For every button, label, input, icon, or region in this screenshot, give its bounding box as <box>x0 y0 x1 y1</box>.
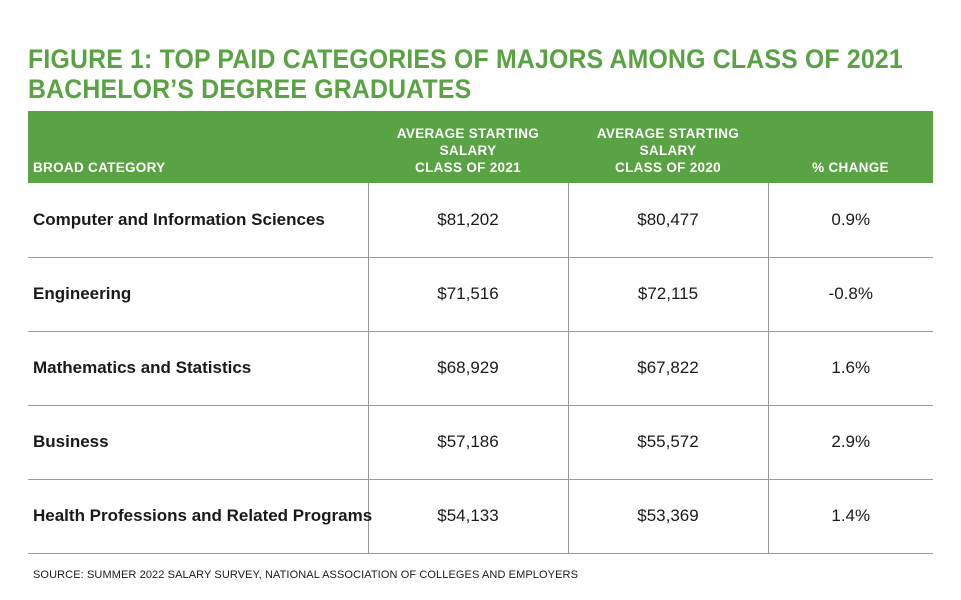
change-cell: -0.8% <box>767 257 933 332</box>
table-body: Computer and Information Sciences $81,20… <box>28 183 933 554</box>
header-line: SALARY <box>639 143 697 158</box>
salary-table: BROAD CATEGORY AVERAGE STARTING SALARY C… <box>28 111 933 554</box>
salary-2021-cell: $57,186 <box>367 405 568 480</box>
category-cell: Mathematics and Statistics <box>28 331 368 406</box>
category-cell: Computer and Information Sciences <box>28 183 368 258</box>
table-row: Computer and Information Sciences $81,20… <box>28 183 933 258</box>
salary-2021-cell: $71,516 <box>367 257 568 332</box>
header-line: AVERAGE STARTING <box>396 126 540 141</box>
header-line: AVERAGE STARTING <box>596 126 740 141</box>
header-line: SALARY <box>439 143 497 158</box>
header-percent-change: % CHANGE <box>768 111 933 183</box>
header-salary-2021: AVERAGE STARTING SALARY CLASS OF 2021 <box>368 111 568 183</box>
salary-2020-cell: $80,477 <box>567 183 768 258</box>
change-cell: 1.6% <box>767 331 933 406</box>
table-row: Mathematics and Statistics $68,929 $67,8… <box>28 331 933 406</box>
title-line-2: BACHELOR’S DEGREE GRADUATES <box>28 74 472 104</box>
header-salary-2020: AVERAGE STARTING SALARY CLASS OF 2020 <box>568 111 768 183</box>
salary-2021-cell: $68,929 <box>367 331 568 406</box>
table-row: Health Professions and Related Programs … <box>28 479 933 554</box>
category-cell: Health Professions and Related Programs <box>28 479 372 554</box>
category-cell: Business <box>28 405 368 480</box>
change-cell: 0.9% <box>767 183 933 258</box>
salary-2021-cell: $81,202 <box>367 183 568 258</box>
header-line: BROAD CATEGORY <box>33 160 166 175</box>
salary-2020-cell: $55,572 <box>567 405 768 480</box>
salary-2020-cell: $67,822 <box>567 331 768 406</box>
header-line: CLASS OF 2021 <box>415 160 521 175</box>
salary-2021-cell: $54,133 <box>367 479 568 554</box>
header-row: BROAD CATEGORY AVERAGE STARTING SALARY C… <box>28 111 933 183</box>
salary-2020-cell: $53,369 <box>567 479 768 554</box>
header-line: CLASS OF 2020 <box>615 160 721 175</box>
title-line-1: FIGURE 1: TOP PAID CATEGORIES OF MAJORS … <box>28 44 903 74</box>
table-header: BROAD CATEGORY AVERAGE STARTING SALARY C… <box>28 111 933 183</box>
source-note: SOURCE: SUMMER 2022 SALARY SURVEY, NATIO… <box>33 569 579 581</box>
header-line: % CHANGE <box>812 160 889 175</box>
table-row: Business $57,186 $55,572 2.9% <box>28 405 933 480</box>
figure-title: FIGURE 1: TOP PAID CATEGORIES OF MAJORS … <box>28 44 903 104</box>
change-cell: 2.9% <box>767 405 933 480</box>
table-row: Engineering $71,516 $72,115 -0.8% <box>28 257 933 332</box>
salary-2020-cell: $72,115 <box>567 257 768 332</box>
change-cell: 1.4% <box>767 479 933 554</box>
header-broad-category: BROAD CATEGORY <box>28 111 368 183</box>
category-cell: Engineering <box>28 257 368 332</box>
